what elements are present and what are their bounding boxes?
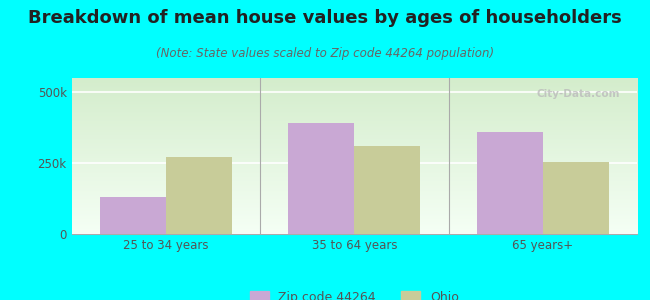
Bar xyxy=(166,158,231,234)
Legend: Zip code 44264, Ohio: Zip code 44264, Ohio xyxy=(245,286,463,300)
Bar xyxy=(288,123,354,234)
Bar xyxy=(354,146,420,234)
Bar xyxy=(100,197,166,234)
Text: (Note: State values scaled to Zip code 44264 population): (Note: State values scaled to Zip code 4… xyxy=(156,46,494,59)
Bar xyxy=(476,132,543,234)
Bar xyxy=(543,162,608,234)
Text: City-Data.com: City-Data.com xyxy=(536,89,620,99)
Text: Breakdown of mean house values by ages of householders: Breakdown of mean house values by ages o… xyxy=(28,9,622,27)
